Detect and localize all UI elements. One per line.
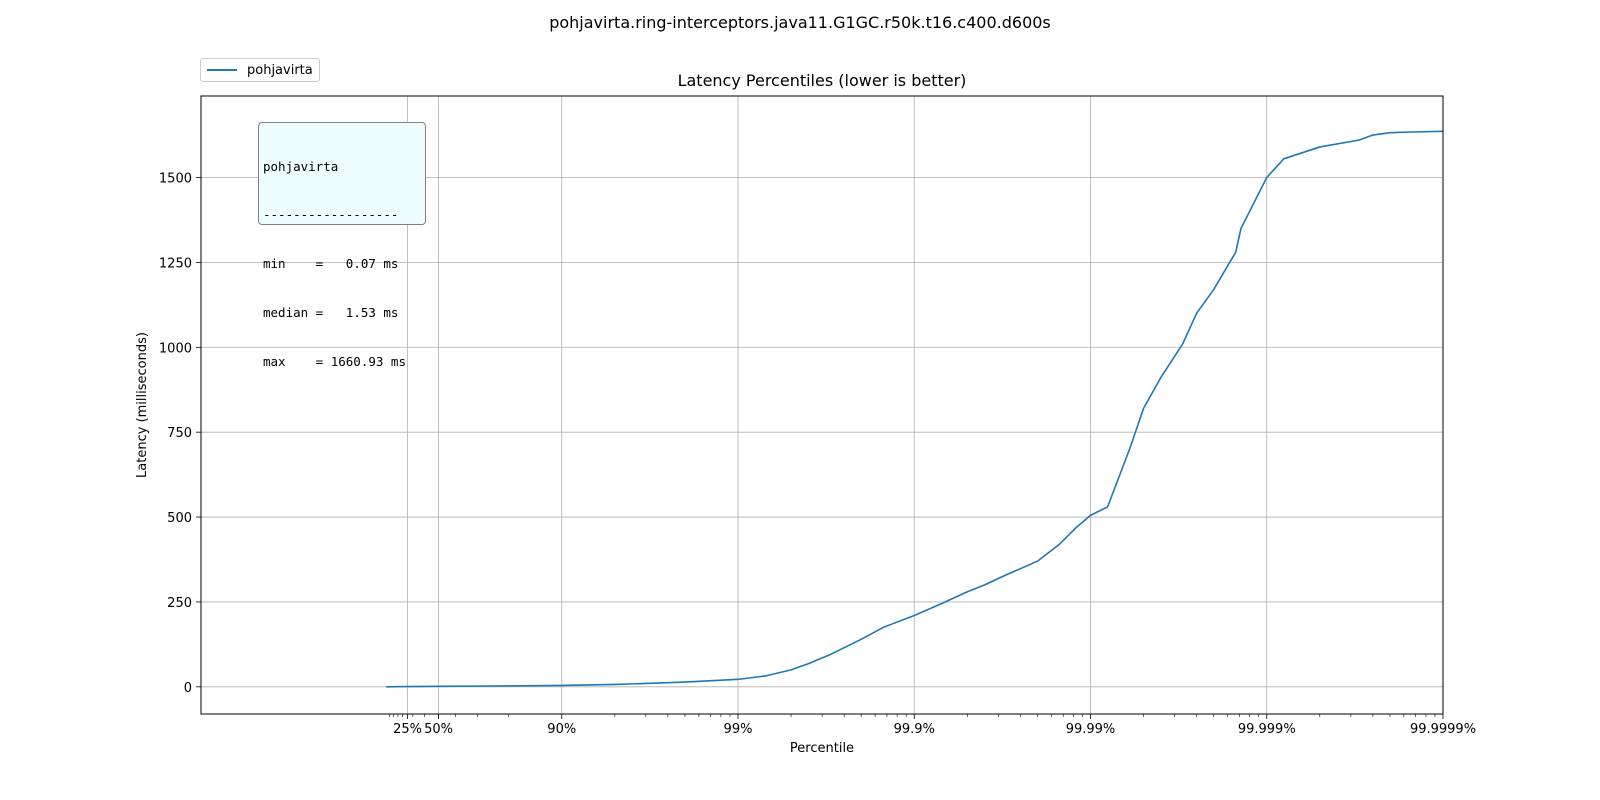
grid	[201, 96, 1444, 714]
y-tick-label: 0	[184, 681, 192, 696]
y-tick-label: 1500	[159, 171, 192, 186]
series-line-pohjavirta	[386, 130, 1444, 688]
stats-divider: ------------------	[263, 207, 399, 223]
stats-series-name: pohjavirta	[263, 158, 339, 174]
x-tick-label: 50%	[424, 722, 453, 737]
y-tick-label: 500	[167, 511, 192, 526]
series-layer	[386, 130, 1444, 688]
y-tick-label: 750	[167, 426, 192, 441]
stats-max: max = 1660.93 ms	[263, 354, 406, 370]
x-tick-label: 90%	[547, 722, 576, 737]
y-axis-label: Latency (milliseconds)	[135, 332, 150, 478]
x-tick-label: 99%	[724, 722, 753, 737]
x-tick-label: 99.9%	[894, 722, 935, 737]
stats-min: min = 0.07 ms	[263, 256, 399, 272]
x-tick-label: 99.999%	[1238, 722, 1296, 737]
y-tick-label: 250	[167, 596, 192, 611]
x-tick-label: 25%	[393, 722, 422, 737]
legend-label: pohjavirta	[247, 62, 313, 78]
legend-swatch	[207, 69, 237, 71]
stats-median: median = 1.53 ms	[263, 305, 399, 321]
x-tick-label: 99.9999%	[1410, 722, 1476, 737]
stats-box: pohjavirta ------------------ min = 0.07…	[258, 122, 426, 369]
x-axis-label: Percentile	[790, 741, 854, 756]
x-tick-label: 99.99%	[1066, 722, 1116, 737]
figure-title: pohjavirta.ring-interceptors.java11.G1GC…	[549, 13, 1051, 32]
y-tick-label: 1000	[159, 341, 192, 356]
axis-ticks: 25% 50% 90% 99% 99.9% 99.99% 99.999% 99.9999% 0 2…	[159, 171, 1476, 737]
chart-title: Latency Percentiles (lower is better)	[678, 71, 967, 90]
legend: pohjavirta	[200, 58, 320, 82]
y-tick-label: 1250	[159, 256, 192, 271]
